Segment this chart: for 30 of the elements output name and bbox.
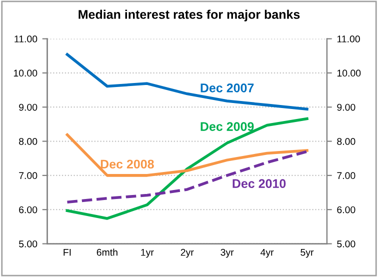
y-tick-label: 7.00 xyxy=(19,172,38,180)
y2-tick-label: 5.00 xyxy=(337,240,356,248)
line-series xyxy=(66,117,308,220)
y-tick-label: 10.00 xyxy=(14,70,38,77)
series-label: Dec 2007 xyxy=(200,84,254,92)
y-tick-label: 9.00 xyxy=(19,104,38,111)
x-tick-label: FI xyxy=(64,248,71,256)
line-series xyxy=(66,133,308,177)
y-tick-label: 8.00 xyxy=(19,138,38,145)
line-series xyxy=(66,150,308,204)
y-tick-label: 11.00 xyxy=(14,36,38,42)
x-tick-label: 3yr xyxy=(220,248,234,258)
series-label: Dec 2008 xyxy=(100,160,154,169)
y2-tick-label: 11.00 xyxy=(337,36,360,42)
y2-tick-label: 9.00 xyxy=(337,104,356,111)
x-tick-label: 2yr xyxy=(180,248,194,258)
y2-tick-label: 6.00 xyxy=(337,206,356,214)
series-label: Dec 2009 xyxy=(200,122,254,131)
x-tick-label: 4yr xyxy=(260,248,274,258)
chart-title: Median interest rates for major banks xyxy=(78,10,300,22)
y2-tick-label: 10.00 xyxy=(337,70,361,77)
x-tick-label: 1yr xyxy=(141,248,154,258)
series-label: Dec 2010 xyxy=(232,179,286,188)
x-tick-label: 6mth xyxy=(96,248,118,256)
y2-tick-label: 8.00 xyxy=(337,138,356,145)
line-series xyxy=(66,53,308,111)
y-tick-label: 6.00 xyxy=(19,206,38,214)
y-tick-label: 5.00 xyxy=(18,240,38,248)
x-tick-label: 5yr xyxy=(300,248,314,258)
y2-tick-label: 7.00 xyxy=(337,172,356,180)
